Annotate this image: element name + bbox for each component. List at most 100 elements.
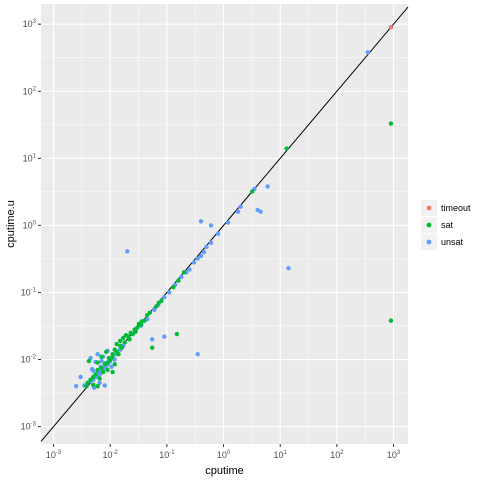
y-tick-label: 10-1 xyxy=(21,287,37,297)
data-point-sat xyxy=(100,369,106,375)
data-point-sat xyxy=(95,367,100,373)
data-point-unsat xyxy=(195,352,200,357)
data-point-sat xyxy=(149,345,155,350)
data-point-unsat xyxy=(235,209,241,214)
legend-marker-timeout xyxy=(426,205,432,211)
y-tick-label: 102 xyxy=(23,86,37,96)
x-tick-label: 100 xyxy=(217,450,231,460)
data-point-unsat xyxy=(265,184,270,189)
legend: timeout sat unsat xyxy=(421,200,471,250)
data-point-unsat xyxy=(187,267,192,272)
data-point-unsat xyxy=(225,220,231,225)
legend-label-timeout: timeout xyxy=(441,203,471,213)
data-point-sat xyxy=(106,355,112,361)
data-point-sat xyxy=(112,362,117,367)
x-tick-label: 103 xyxy=(387,450,401,460)
data-point-sat xyxy=(388,318,394,323)
data-point-sat xyxy=(105,367,110,373)
data-point-sat xyxy=(99,354,104,359)
data-point-sat xyxy=(121,335,126,341)
data-point-sat xyxy=(174,331,180,337)
y-tick-label: 100 xyxy=(23,220,37,230)
minor-gridlines xyxy=(41,4,408,444)
data-point-sat xyxy=(171,284,176,290)
legend-label-unsat: unsat xyxy=(441,237,464,247)
data-point-unsat xyxy=(167,290,172,295)
data-point-unsat xyxy=(97,380,102,385)
data-point-sat xyxy=(145,312,150,318)
data-point-sat xyxy=(139,319,144,324)
data-point-unsat xyxy=(99,358,104,364)
data-point-sat xyxy=(249,189,255,194)
data-point-sat xyxy=(90,374,96,380)
data-point-unsat xyxy=(102,383,107,388)
data-point-unsat xyxy=(149,337,155,342)
data-point-unsat xyxy=(204,244,209,249)
data-point-unsat xyxy=(125,249,130,254)
legend-label-sat: sat xyxy=(441,220,454,230)
data-point-unsat xyxy=(162,334,167,339)
data-point-unsat xyxy=(73,384,79,389)
data-point-unsat xyxy=(162,294,167,300)
data-point-timeout xyxy=(388,25,394,30)
data-point-sat xyxy=(122,340,127,345)
data-point-sat xyxy=(133,329,138,334)
data-point-unsat xyxy=(286,265,291,271)
data-point-unsat xyxy=(201,249,207,255)
data-point-sat xyxy=(102,362,107,367)
data-point-sat xyxy=(176,278,181,283)
data-point-sat xyxy=(95,360,100,365)
major-gridlines xyxy=(41,4,408,444)
y-tick-label: 101 xyxy=(23,153,37,163)
data-point-unsat xyxy=(208,240,214,246)
data-point-unsat xyxy=(198,253,204,259)
data-point-unsat xyxy=(208,223,214,228)
y-tick-label: 103 xyxy=(23,19,37,29)
data-point-unsat xyxy=(152,307,157,313)
x-axis: 10-3 10-2 10-1 100 101 102 103 xyxy=(46,444,401,460)
data-point-sat xyxy=(116,352,121,357)
data-point-unsat xyxy=(365,50,370,55)
x-tick-label: 10-1 xyxy=(159,450,175,460)
x-tick-label: 101 xyxy=(274,450,288,460)
data-point-sat xyxy=(388,121,394,126)
y-tick-label: 10-3 xyxy=(21,422,37,432)
data-point-sat xyxy=(284,146,289,151)
data-point-sat xyxy=(95,384,100,389)
data-point-unsat xyxy=(258,209,263,214)
data-point-unsat xyxy=(198,219,204,224)
data-point-sat xyxy=(154,304,159,309)
x-tick-label: 10-2 xyxy=(103,450,119,460)
data-point-unsat xyxy=(191,260,197,265)
data-point-sat xyxy=(90,382,96,387)
data-point-unsat xyxy=(78,374,83,380)
data-point-sat xyxy=(114,341,119,347)
points-layer xyxy=(73,25,394,390)
x-tick-label: 102 xyxy=(330,450,344,460)
y-tick-label: 10-2 xyxy=(21,355,37,365)
data-point-sat xyxy=(112,347,117,352)
data-point-sat xyxy=(118,343,123,349)
data-point-sat xyxy=(85,380,90,385)
data-point-sat xyxy=(110,369,115,375)
data-point-unsat xyxy=(89,366,95,372)
data-point-sat xyxy=(110,352,115,357)
y-axis-title: cputime.u xyxy=(5,200,17,248)
data-point-sat xyxy=(84,384,89,389)
x-axis-title: cputime xyxy=(205,465,244,477)
data-point-sat xyxy=(156,300,162,306)
data-point-unsat xyxy=(95,352,100,357)
data-point-sat xyxy=(86,358,92,364)
data-point-sat xyxy=(181,270,187,275)
data-point-sat xyxy=(126,334,131,339)
data-point-unsat xyxy=(215,231,221,236)
data-point-sat xyxy=(138,322,144,327)
data-point-unsat xyxy=(195,256,200,261)
data-point-sat xyxy=(97,376,102,381)
y-axis: 10-3 10-2 10-1 100 101 102 103 xyxy=(21,19,41,432)
data-point-sat xyxy=(104,349,109,355)
data-point-sat xyxy=(99,365,104,371)
legend-marker-unsat xyxy=(426,239,432,245)
data-point-unsat xyxy=(109,364,114,369)
